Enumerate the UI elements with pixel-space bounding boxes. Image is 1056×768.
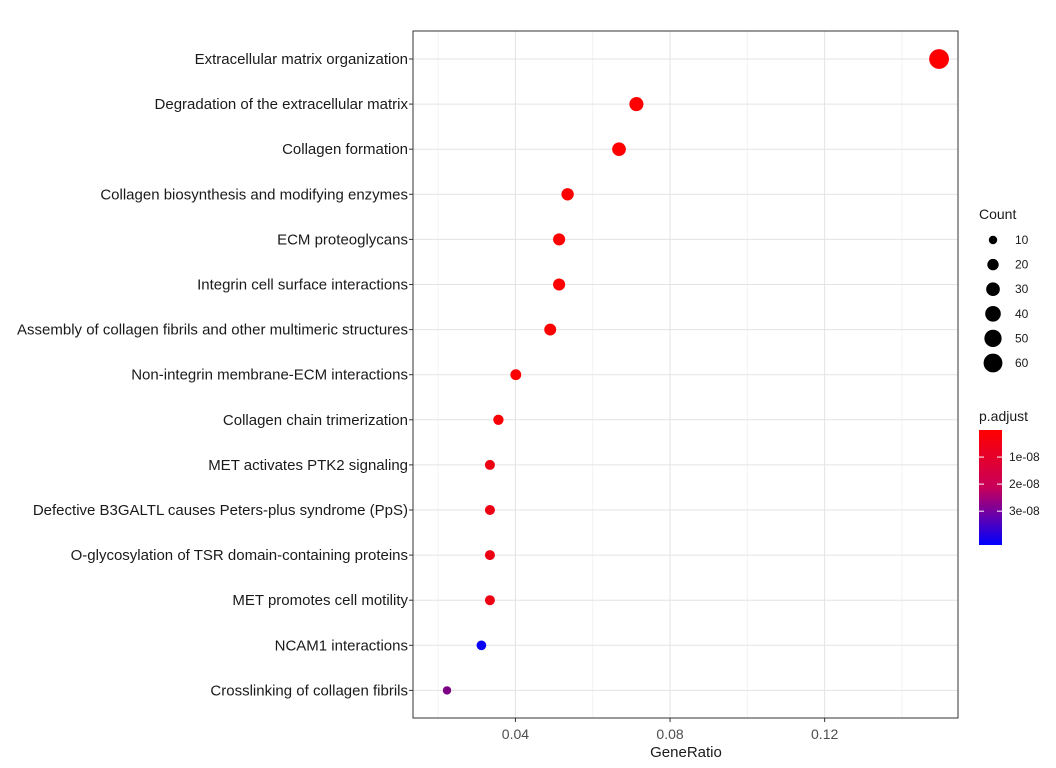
category-label: MET promotes cell motility (232, 592, 408, 609)
category-label: O-glycosylation of TSR domain-containing… (71, 547, 408, 564)
category-label: Integrin cell surface interactions (197, 277, 408, 294)
data-point (493, 414, 504, 425)
size-legend-label: 20 (1015, 258, 1029, 272)
data-points (442, 49, 949, 695)
x-tick-label: 0.12 (811, 726, 838, 742)
size-legend-title: Count (979, 206, 1016, 222)
data-point (510, 369, 522, 381)
size-legend-label: 10 (1015, 233, 1029, 247)
x-axis-title: GeneRatio (650, 744, 722, 761)
data-point (544, 323, 557, 336)
data-point (476, 640, 487, 651)
category-label: Collagen biosynthesis and modifying enzy… (100, 186, 408, 203)
category-label: Non-integrin membrane-ECM interactions (131, 367, 408, 384)
data-point (561, 188, 574, 201)
size-legend: Count 10 20 30 40 50 60 (979, 206, 1029, 373)
size-legend-dot (984, 329, 1002, 348)
data-point (553, 233, 566, 246)
size-legend-label: 40 (1015, 307, 1029, 321)
category-label: ECM proteoglycans (277, 231, 408, 248)
data-point (929, 49, 949, 69)
category-labels: Extracellular matrix organization Degrada… (17, 51, 413, 699)
data-point (484, 550, 495, 561)
category-label: Defective B3GALTL causes Peters-plus syn… (33, 502, 408, 519)
color-legend-label: 3e-08 (1009, 504, 1040, 518)
data-point (629, 97, 644, 112)
size-legend-label: 50 (1015, 331, 1029, 345)
size-legend-dot (985, 306, 1001, 322)
category-label: Extracellular matrix organization (195, 51, 408, 68)
category-label: Assembly of collagen fibrils and other m… (17, 322, 408, 339)
grid-lines (413, 31, 958, 718)
category-label: Degradation of the extracellular matrix (155, 96, 409, 113)
size-legend-label: 60 (1015, 356, 1029, 370)
color-legend: p.adjust 1e-08 2e-08 3e-08 (979, 408, 1040, 545)
size-legend-dot (988, 235, 998, 245)
data-point (484, 504, 495, 516)
size-legend-dot (987, 258, 999, 271)
data-point (553, 278, 566, 291)
data-point (484, 459, 495, 470)
size-legend-dot (986, 282, 1000, 297)
x-tick-label: 0.08 (656, 726, 683, 742)
color-legend-label: 2e-08 (1009, 477, 1040, 491)
size-legend-dot (983, 353, 1003, 373)
data-point (442, 686, 452, 695)
category-label: NCAM1 interactions (275, 637, 408, 654)
x-axis-ticks: 0.04 0.08 0.12 (502, 718, 838, 742)
category-label: Crosslinking of collagen fibrils (210, 682, 408, 699)
color-legend-label: 1e-08 (1009, 450, 1040, 464)
data-point (612, 142, 626, 157)
category-label: Collagen chain trimerization (223, 412, 408, 429)
category-label: MET activates PTK2 signaling (208, 457, 408, 474)
x-tick-label: 0.04 (502, 726, 529, 742)
category-label: Collagen formation (282, 141, 408, 158)
data-point (484, 595, 495, 606)
color-legend-bar (979, 430, 1002, 545)
color-legend-title: p.adjust (979, 408, 1028, 424)
size-legend-label: 30 (1015, 282, 1029, 296)
